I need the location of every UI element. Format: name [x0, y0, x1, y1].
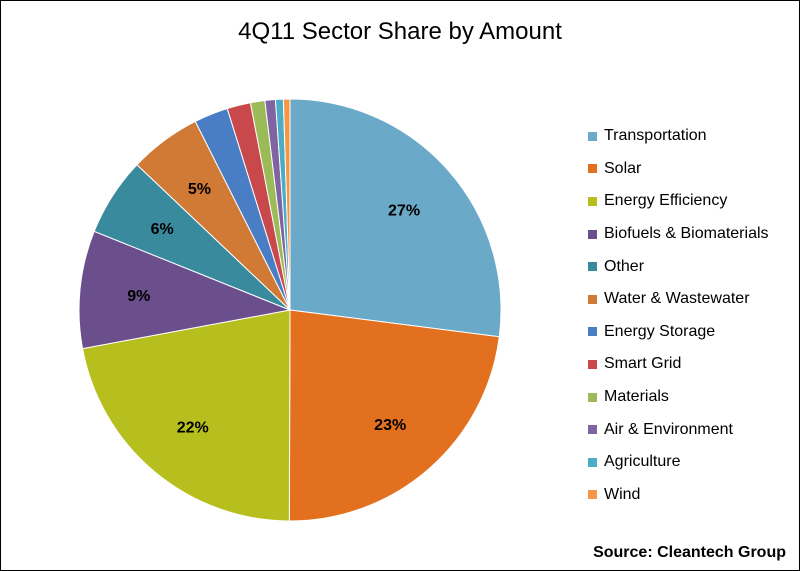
- legend-item-transportation: Transportation: [588, 120, 798, 153]
- pie-slice-wind: [282, 98, 291, 311]
- legend-item-materials: Materials: [588, 381, 798, 414]
- data-label-water-and-wastewater: 5%: [188, 181, 211, 198]
- legend-label: Energy Storage: [604, 322, 716, 340]
- legend-swatch: [588, 425, 597, 435]
- legend-swatch: [588, 490, 597, 500]
- data-label-other: 6%: [151, 221, 174, 238]
- source-note: Source: Cleantech Group: [593, 544, 786, 561]
- legend-swatch: [588, 196, 597, 206]
- legend-swatch: [588, 359, 597, 369]
- legend-item-air-and-environment: Air & Environment: [588, 413, 798, 446]
- chart-title: 4Q11 Sector Share by Amount: [238, 18, 562, 45]
- legend-label: Air & Environment: [604, 420, 733, 438]
- pie-slice-biofuels-and-biomaterials: [78, 230, 292, 350]
- legend-item-biofuels-and-biomaterials: Biofuels & Biomaterials: [588, 218, 798, 251]
- legend-label: Energy Efficiency: [604, 192, 728, 210]
- legend-label: Transportation: [604, 127, 707, 145]
- legend-label: Agriculture: [604, 453, 681, 471]
- pie-slice-energy-efficiency: [81, 309, 291, 522]
- data-label-energy-efficiency: 22%: [177, 420, 209, 437]
- legend-label: Solar: [604, 159, 642, 177]
- legend-item-water-and-wastewater: Water & Wastewater: [588, 283, 798, 316]
- legend-item-agriculture: Agriculture: [588, 446, 798, 479]
- legend-swatch: [588, 131, 597, 141]
- legend-label: Materials: [604, 388, 669, 406]
- pie-slice-solar: [288, 309, 500, 522]
- legend-label: Smart Grid: [604, 355, 682, 373]
- legend-item-other: Other: [588, 250, 798, 283]
- pie-slice-transportation: [289, 98, 502, 338]
- data-label-transportation: 27%: [388, 203, 420, 220]
- legend-swatch: [588, 327, 597, 337]
- legend: Transportation Solar Energy Efficiency Biof…: [588, 120, 798, 511]
- data-label-solar: 23%: [374, 417, 406, 434]
- legend-label: Biofuels & Biomaterials: [604, 225, 769, 243]
- legend-item-smart-grid: Smart Grid: [588, 348, 798, 381]
- legend-swatch: [588, 164, 597, 174]
- legend-swatch: [588, 262, 597, 272]
- legend-label: Water & Wastewater: [604, 290, 750, 308]
- legend-item-wind: Wind: [588, 479, 798, 512]
- legend-item-solar: Solar: [588, 153, 798, 186]
- legend-swatch: [588, 229, 597, 239]
- legend-swatch: [588, 294, 597, 304]
- legend-swatch: [588, 457, 597, 467]
- legend-item-energy-storage: Energy Storage: [588, 316, 798, 349]
- legend-item-energy-efficiency: Energy Efficiency: [588, 185, 798, 218]
- data-label-biofuels-and-biomaterials: 9%: [127, 288, 150, 305]
- legend-swatch: [588, 392, 597, 402]
- legend-label: Wind: [604, 485, 641, 503]
- legend-label: Other: [604, 257, 645, 275]
